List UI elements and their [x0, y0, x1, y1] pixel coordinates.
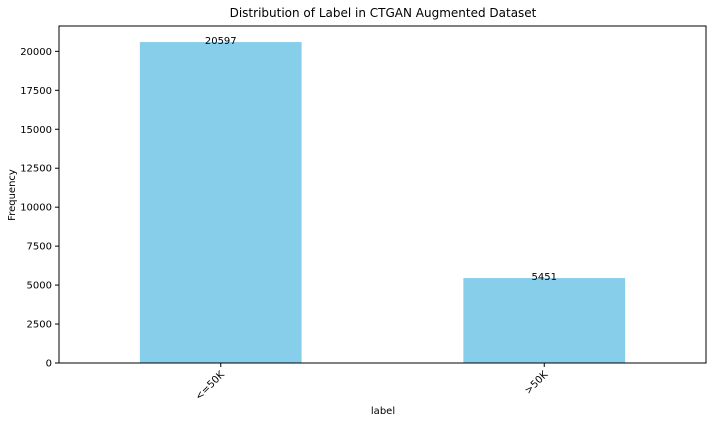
y-axis-label: Frequency: [7, 169, 18, 221]
y-tick-label-3: 7500: [27, 242, 52, 253]
chart-title: Distribution of Label in CTGAN Augmented…: [230, 6, 537, 20]
y-tick-label-2: 5000: [27, 281, 52, 292]
y-tick-label-8: 20000: [20, 47, 52, 58]
x-tick-label-1: >50K: [523, 369, 551, 397]
y-tick-label-7: 17500: [20, 86, 52, 97]
plot-area-frame: [58, 25, 707, 364]
y-tick-label-5: 12500: [20, 164, 52, 175]
bars-group: [139, 42, 626, 364]
data-label-1: 5451: [532, 272, 557, 283]
y-tick-label-0: 0: [46, 359, 52, 370]
data-labels-group: 20597 5451: [205, 36, 557, 283]
y-tick-label-6: 15000: [20, 125, 52, 136]
x-axis-label: label: [371, 406, 395, 417]
bar-1: [463, 278, 626, 363]
data-label-0: 20597: [205, 36, 237, 47]
y-tick-label-1: 2500: [27, 320, 52, 331]
y-tick-label-4: 10000: [20, 203, 52, 214]
bar-0: [139, 42, 302, 364]
x-tick-label-0: <=50K: [194, 369, 228, 403]
x-axis-ticks: <=50K >50K: [194, 363, 551, 403]
y-axis-ticks: 0 2500 5000 7500 10000 12500 15000 17500 20000: [20, 47, 59, 370]
